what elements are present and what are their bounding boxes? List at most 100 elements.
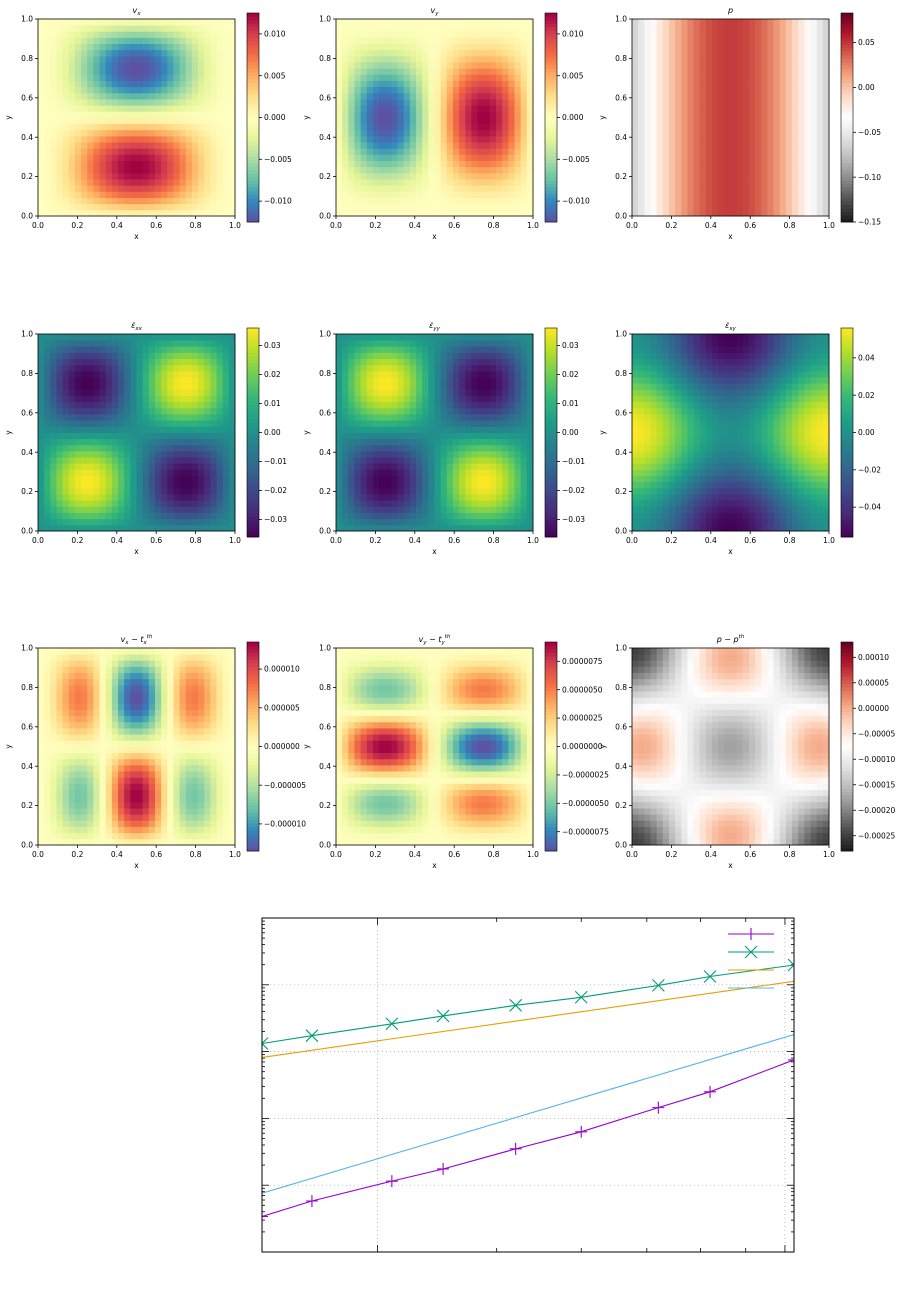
heatmap-cell bbox=[483, 74, 491, 81]
colorbar-step bbox=[247, 82, 259, 87]
heatmap-cell bbox=[216, 500, 224, 507]
heatmap-cell bbox=[409, 506, 417, 513]
heatmap-cell bbox=[148, 401, 156, 409]
heatmap-cell bbox=[773, 62, 781, 69]
heatmap-cell bbox=[68, 377, 76, 384]
heatmap-cell bbox=[111, 346, 119, 353]
heatmap-cell bbox=[204, 117, 211, 125]
heatmap-cell bbox=[416, 518, 423, 526]
heatmap-cell bbox=[50, 203, 57, 211]
heatmap-cell bbox=[118, 154, 125, 161]
heatmap-cell bbox=[372, 414, 380, 421]
y-tick-label: 0.0 bbox=[319, 212, 331, 221]
heatmap-cell bbox=[379, 414, 386, 421]
heatmap-cell bbox=[105, 55, 113, 63]
heatmap-cell bbox=[173, 74, 180, 81]
heatmap-cell bbox=[185, 450, 193, 458]
heatmap-cell bbox=[50, 92, 57, 100]
heatmap-cell bbox=[397, 154, 405, 161]
heatmap-cell bbox=[761, 74, 768, 81]
heatmap-cell bbox=[656, 55, 664, 63]
heatmap-cell bbox=[360, 438, 368, 446]
heatmap-cell bbox=[366, 25, 374, 32]
heatmap-cell bbox=[342, 49, 349, 57]
heatmap-cell bbox=[44, 494, 51, 501]
heatmap-cell bbox=[514, 142, 522, 149]
heatmap-cell bbox=[342, 166, 349, 174]
heatmap-cell bbox=[366, 129, 374, 137]
heatmap-cell bbox=[118, 500, 125, 507]
heatmap-cell bbox=[81, 154, 88, 161]
heatmap-cell bbox=[124, 92, 131, 100]
heatmap-cell bbox=[68, 414, 76, 421]
heatmap-cell bbox=[440, 117, 448, 125]
heatmap-cell bbox=[336, 414, 343, 421]
heatmap-cell bbox=[397, 92, 405, 100]
heatmap-cell bbox=[638, 160, 645, 168]
heatmap-cell bbox=[403, 340, 411, 347]
colorbar-step bbox=[841, 13, 853, 17]
heatmap-cell bbox=[228, 518, 236, 526]
heatmap-cell bbox=[773, 25, 781, 32]
heatmap-cell bbox=[68, 426, 76, 433]
heatmap-cell bbox=[68, 420, 76, 427]
colorbar-step bbox=[247, 491, 259, 496]
heatmap-cell bbox=[409, 148, 417, 155]
heatmap-cell bbox=[366, 99, 374, 106]
heatmap-cell bbox=[210, 364, 217, 372]
heatmap-cell bbox=[179, 203, 187, 211]
heatmap-cell bbox=[644, 31, 651, 38]
heatmap-cell bbox=[705, 111, 713, 118]
heatmap-cell bbox=[440, 129, 448, 137]
heatmap-cell bbox=[354, 494, 362, 501]
heatmap-cell bbox=[167, 203, 174, 211]
heatmap-cell bbox=[173, 469, 180, 476]
heatmap-cell bbox=[167, 444, 174, 452]
heatmap-cell bbox=[81, 475, 88, 483]
heatmap-cell bbox=[210, 407, 217, 415]
heatmap-cell bbox=[44, 475, 51, 483]
heatmap-cell bbox=[416, 185, 423, 192]
heatmap-cell bbox=[502, 154, 509, 161]
heatmap-cell bbox=[459, 142, 466, 149]
heatmap-cell bbox=[792, 154, 799, 161]
heatmap-cell bbox=[816, 62, 824, 69]
heatmap-cell bbox=[730, 179, 738, 186]
heatmap-cell bbox=[148, 111, 156, 118]
heatmap-cell bbox=[767, 25, 774, 32]
heatmap-cell bbox=[154, 450, 162, 458]
heatmap-cell bbox=[56, 37, 64, 45]
heatmap-cell bbox=[336, 450, 343, 458]
heatmap-cell bbox=[366, 111, 374, 118]
heatmap-cell bbox=[204, 377, 211, 384]
heatmap-cell bbox=[773, 43, 781, 51]
heatmap-cell bbox=[687, 197, 694, 205]
heatmap-cell bbox=[222, 469, 230, 476]
heatmap-cell bbox=[483, 154, 491, 161]
heatmap-cell bbox=[74, 31, 82, 38]
heatmap-cell bbox=[179, 463, 187, 470]
colorbar-step bbox=[247, 526, 259, 531]
heatmap-cell bbox=[87, 377, 94, 384]
heatmap-cell bbox=[62, 179, 70, 186]
heatmap-cell bbox=[434, 80, 442, 88]
colorbar-step bbox=[545, 33, 557, 38]
heatmap-cell bbox=[204, 481, 211, 489]
heatmap-cell bbox=[93, 19, 100, 26]
heatmap-cell bbox=[185, 407, 193, 415]
heatmap-cell bbox=[44, 500, 51, 507]
colorbar-step bbox=[841, 120, 853, 125]
heatmap-cell bbox=[74, 160, 82, 168]
colorbar-step bbox=[247, 169, 259, 174]
heatmap-cell bbox=[124, 55, 131, 63]
heatmap-cell bbox=[154, 500, 162, 507]
heatmap-cell bbox=[191, 135, 199, 143]
heatmap-cell bbox=[483, 117, 491, 125]
heatmap-cell bbox=[712, 191, 719, 198]
heatmap-cell bbox=[173, 383, 180, 390]
heatmap-cell bbox=[779, 92, 787, 100]
heatmap-cell bbox=[167, 401, 174, 409]
colorbar-step bbox=[841, 37, 853, 42]
heatmap-cell bbox=[736, 31, 744, 38]
heatmap-cell bbox=[74, 148, 82, 155]
